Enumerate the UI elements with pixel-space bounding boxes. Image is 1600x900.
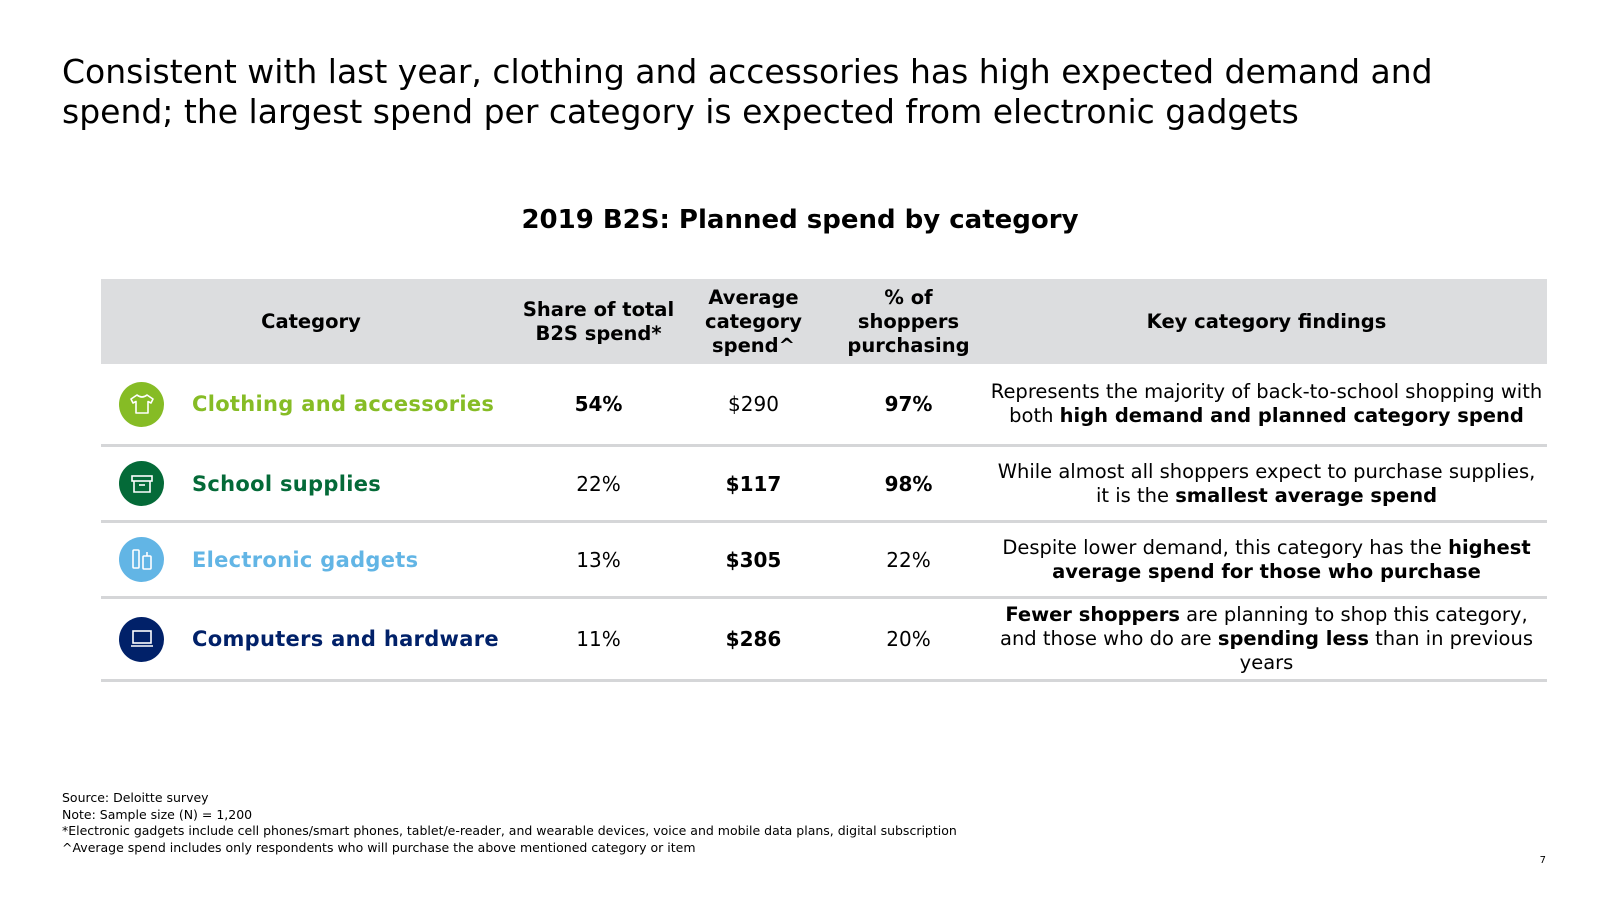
- category-label: Electronic gadgets: [192, 547, 419, 572]
- header-category: Category: [261, 309, 361, 333]
- header-share: Share of total B2S spend*: [522, 297, 675, 345]
- table-row-clothing: Clothing and accessories 54% $290 97% Re…: [101, 364, 1547, 447]
- finding-pre: Represents the majority of back-to-schoo…: [990, 380, 1543, 427]
- average-value: $290: [728, 392, 779, 416]
- footnotes: Source: Deloitte survey Note: Sample siz…: [62, 790, 957, 856]
- finding-text: Despite lower demand, this category has …: [986, 536, 1547, 584]
- finding-bold-2: spending less: [1217, 627, 1369, 650]
- page-number: 7: [1539, 855, 1546, 866]
- average-value: $286: [725, 627, 782, 651]
- share-value: 11%: [576, 627, 621, 651]
- average-footnote: ^Average spend includes only respondents…: [62, 839, 696, 855]
- finding-bold: smallest average spend: [1175, 483, 1438, 507]
- page-headline: Consistent with last year, clothing and …: [62, 52, 1433, 131]
- percent-value: 98%: [884, 471, 933, 496]
- finding-bold: Fewer shoppers: [1005, 603, 1180, 626]
- finding-text: Represents the majority of back-to-schoo…: [986, 380, 1547, 428]
- share-value: 22%: [576, 471, 621, 496]
- finding-bold: high demand and planned category spend: [1059, 404, 1524, 427]
- laptop-icon: [119, 616, 164, 662]
- percent-value: 20%: [886, 627, 931, 651]
- category-label: School supplies: [192, 471, 382, 496]
- average-value: $117: [725, 471, 782, 496]
- finding-text: While almost all shoppers expect to purc…: [986, 460, 1547, 508]
- category-label: Computers and hardware: [192, 627, 499, 651]
- gadgets-footnote: *Electronic gadgets include cell phones/…: [62, 823, 957, 838]
- category-cell: School supplies: [101, 461, 521, 506]
- table-title: 2019 B2S: Planned spend by category: [521, 205, 1079, 235]
- share-value: 13%: [576, 547, 621, 572]
- table-header: Category Share of total B2S spend* Avera…: [101, 279, 1547, 364]
- category-cell: Electronic gadgets: [101, 537, 521, 582]
- t-shirt-icon: [119, 381, 164, 427]
- table-row-school-supplies: School supplies 22% $117 98% While almos…: [101, 447, 1547, 523]
- table-row-electronic-gadgets: Electronic gadgets 13% $305 22% Despite …: [101, 523, 1547, 599]
- table-row-computers: Computers and hardware 11% $286 20% Fewe…: [101, 599, 1547, 682]
- header-average: Average category spend^: [705, 285, 802, 357]
- box-icon: [119, 461, 164, 506]
- percent-value: 22%: [886, 547, 931, 572]
- header-percent: % of shoppers purchasing: [847, 285, 970, 357]
- share-value: 54%: [574, 392, 623, 416]
- sample-note: Note: Sample size (N) = 1,200: [62, 806, 253, 822]
- phone-icon: [119, 537, 164, 582]
- category-label: Clothing and accessories: [192, 392, 495, 416]
- source-note: Source: Deloitte survey: [62, 790, 209, 805]
- finding-post: than in previous years: [1239, 627, 1533, 674]
- category-cell: Clothing and accessories: [101, 381, 521, 427]
- category-table: Category Share of total B2S spend* Avera…: [101, 279, 1547, 682]
- category-cell: Computers and hardware: [101, 616, 521, 662]
- percent-value: 97%: [884, 392, 933, 416]
- finding-mid: are planning to shop this category, and …: [1000, 603, 1528, 650]
- header-findings: Key category findings: [1146, 309, 1387, 333]
- finding-bold: highest average spend for those who purc…: [1052, 535, 1531, 583]
- finding-pre: While almost all shoppers expect to purc…: [997, 459, 1536, 507]
- finding-text: Fewer shoppers are planning to shop this…: [986, 603, 1547, 675]
- finding-pre: Despite lower demand, this category has …: [1002, 535, 1449, 559]
- average-value: $305: [725, 547, 782, 572]
